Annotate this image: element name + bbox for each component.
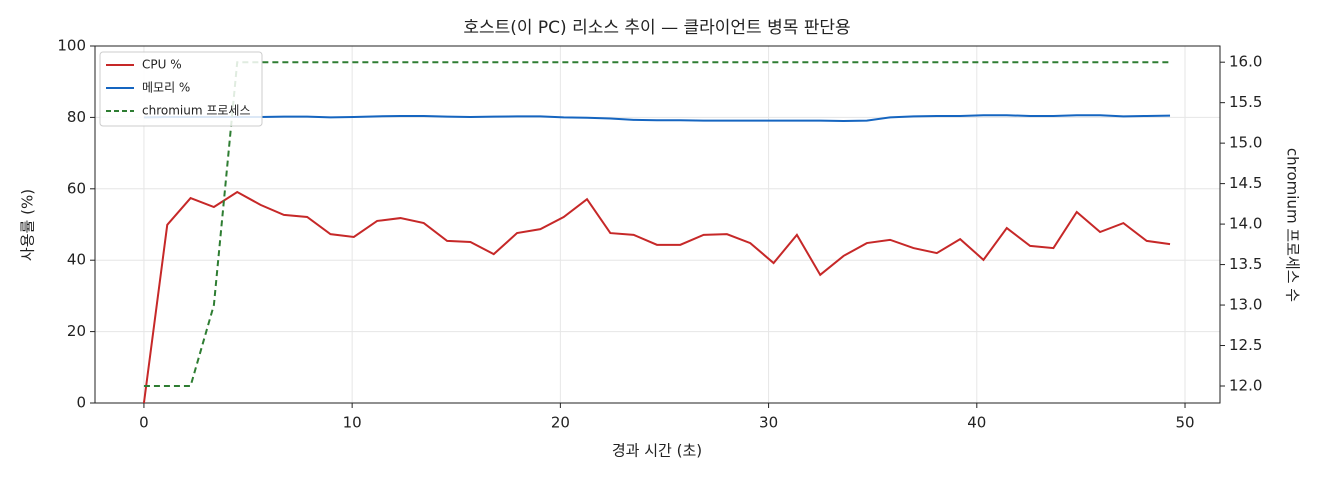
y-axis-label: 사용률 (%) [19, 189, 37, 261]
legend-label: chromium 프로세스 [142, 104, 251, 118]
y2-tick-label: 14.5 [1229, 174, 1262, 192]
series-line [143, 61, 1171, 387]
y-tick-label: 60 [67, 179, 86, 197]
y2-axis-label: chromium 프로세스 수 [1284, 148, 1302, 302]
plot-frame [94, 45, 1221, 404]
y2-tick-label: 14.0 [1229, 215, 1262, 233]
x-axis-label: 경과 시간 (초) [612, 442, 702, 460]
y-tick-label: 40 [67, 251, 86, 269]
y2-tick-label: 15.5 [1229, 93, 1262, 111]
series-line [143, 114, 1171, 122]
x-tick-label: 20 [551, 414, 570, 432]
x-tick-label: 0 [139, 414, 149, 432]
x-tick-label: 40 [967, 414, 986, 432]
y-tick-label: 20 [67, 322, 86, 340]
x-tick-label: 10 [343, 414, 362, 432]
legend-label: CPU % [142, 58, 182, 72]
x-tick-label: 50 [1175, 414, 1194, 432]
y2-tick-label: 12.0 [1229, 377, 1262, 395]
y2-tick-label: 12.5 [1229, 336, 1262, 354]
legend-box [99, 51, 263, 127]
legend-label: 메모리 % [142, 81, 190, 95]
chart-title: 호스트(이 PC) 리소스 추이 — 클라이언트 병목 판단용 [463, 18, 850, 38]
y-tick-label: 80 [67, 108, 86, 126]
y2-tick-label: 13.5 [1229, 255, 1262, 273]
y2-tick-label: 16.0 [1229, 53, 1262, 71]
y-tick-label: 100 [57, 37, 86, 55]
y-tick-label: 0 [76, 394, 86, 412]
series-line [142, 190, 1171, 404]
y2-tick-label: 15.0 [1229, 134, 1262, 152]
y2-tick-label: 13.0 [1229, 296, 1262, 314]
x-tick-label: 30 [759, 414, 778, 432]
